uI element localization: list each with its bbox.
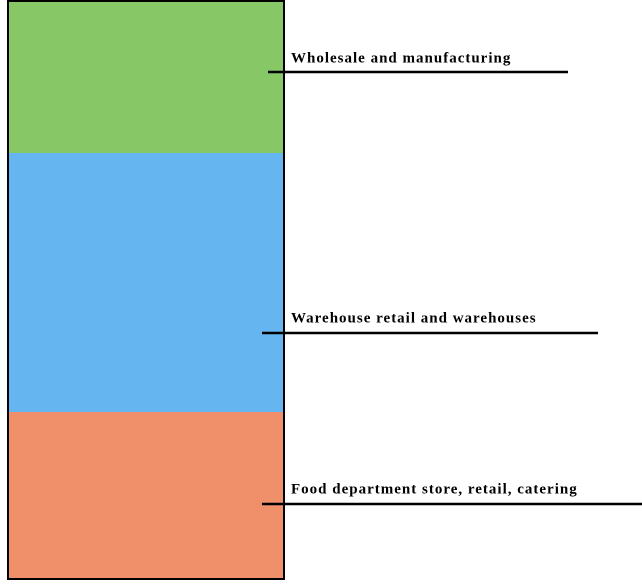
layer-warehouse: [8, 153, 284, 412]
layer-label: Food department store, retail, catering: [291, 481, 578, 497]
layer-label: Warehouse retail and warehouses: [291, 310, 537, 326]
layer-label: Wholesale and manufacturing: [291, 50, 511, 66]
layer-food: [8, 412, 284, 579]
column-border: [7, 0, 285, 580]
layer-wholesale: [8, 1, 284, 153]
